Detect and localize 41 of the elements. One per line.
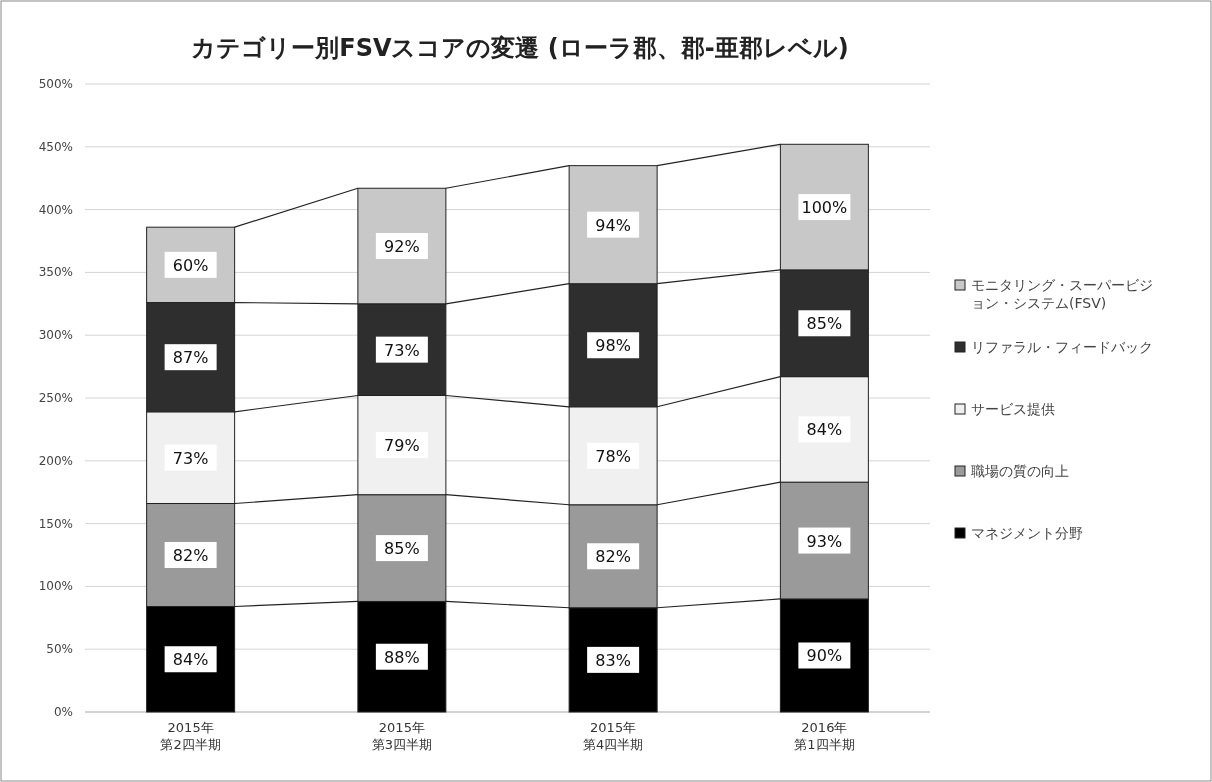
y-tick-label: 100% <box>38 579 73 594</box>
data-label: 87% <box>172 348 209 368</box>
y-tick-label: 300% <box>38 328 73 343</box>
y-tick-label: 0% <box>53 705 73 719</box>
y-tick-label: 50% <box>46 642 73 657</box>
legend-label: サービス提供 <box>971 401 1055 417</box>
data-label: 84% <box>172 650 209 670</box>
x-tick-label: 2015年第4四半期 <box>582 720 644 752</box>
y-tick-label: 150% <box>38 516 73 531</box>
y-tick-label: 450% <box>38 139 73 154</box>
data-label: 98% <box>595 336 631 356</box>
data-label: 78% <box>595 446 631 466</box>
data-label: 85% <box>384 539 420 559</box>
legend-label: 職場の質の向上 <box>971 463 1069 479</box>
data-label: 82% <box>172 546 209 565</box>
data-label: 88% <box>384 647 420 667</box>
y-tick-label: 500% <box>38 77 73 91</box>
data-label: 60% <box>172 255 209 275</box>
data-label: 73% <box>172 448 209 468</box>
x-tick-label: 2015年第3四半期 <box>371 720 433 752</box>
legend-label: リファラル・フィードバック <box>971 339 1153 355</box>
y-tick-label: 350% <box>38 265 73 280</box>
data-label: 73% <box>384 340 420 360</box>
data-label: 85% <box>806 314 843 334</box>
data-label: 83% <box>595 650 631 670</box>
data-label: 84% <box>806 420 843 440</box>
y-tick-label: 250% <box>38 391 73 405</box>
data-label: 93% <box>806 531 843 551</box>
legend-label: マネジメント分野 <box>971 525 1083 541</box>
x-tick-label: 2015年第2四半期 <box>160 720 221 752</box>
legend-label: モニタリング・スーパービジョン・システム(FSV) <box>971 277 1153 311</box>
chart-title: カテゴリー別FSVスコアの変遷 (ローラ郡、郡-亜郡レベル) <box>191 34 849 62</box>
y-tick-label: 200% <box>38 453 73 468</box>
x-tick-label: 2016年第1四半期 <box>794 720 855 752</box>
data-label: 90% <box>806 646 843 666</box>
y-tick-label: 400% <box>38 202 73 217</box>
data-label: 94% <box>595 215 631 235</box>
data-label: 92% <box>384 237 420 257</box>
data-label: 100% <box>801 198 848 218</box>
data-label: 82% <box>595 547 631 567</box>
data-label: 79% <box>384 436 420 456</box>
